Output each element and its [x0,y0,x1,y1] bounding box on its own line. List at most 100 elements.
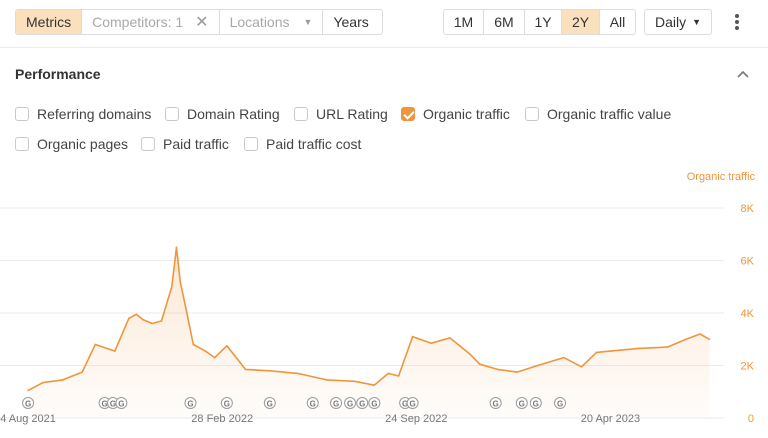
google-update-marker[interactable]: G [515,397,528,409]
range-1y-button[interactable]: 1Y [525,10,562,34]
range-1m-button[interactable]: 1M [444,10,484,34]
marker-letter: G [110,400,116,409]
competitors-label: Competitors: 1 [92,14,184,30]
checkbox-paid-traffic-cost[interactable]: Paid traffic cost [244,135,361,153]
years-label: Years [333,14,369,30]
checkbox-box[interactable] [15,137,29,151]
data-point [449,337,451,339]
range-selector: 1M 6M 1Y 2Y All [443,9,636,35]
checkbox-box[interactable] [15,107,29,121]
marker-circle [368,397,381,409]
metrics-tab[interactable]: Metrics [16,10,83,34]
locations-label: Locations [229,14,290,30]
chevron-up-icon[interactable] [737,68,749,80]
data-point [185,306,187,309]
google-update-marker[interactable]: G [263,397,276,409]
google-update-marker[interactable]: G [220,397,233,409]
checkbox-box[interactable] [141,137,155,151]
data-point [373,384,376,386]
marker-letter: G [359,400,365,409]
data-point [563,356,565,359]
data-point [699,333,701,335]
data-point [297,372,299,375]
google-update-marker[interactable]: G [306,397,319,409]
google-update-marker[interactable]: G [406,397,419,409]
range-6m-button[interactable]: 6M [484,10,525,34]
marker-letter: G [519,400,525,409]
marker-letter: G [224,400,230,409]
data-point [269,369,271,372]
checkbox-organic-traffic-value[interactable]: Organic traffic value [525,105,671,123]
data-point [595,351,598,354]
data-point [387,372,390,375]
marker-circle [330,397,343,409]
marker-letter: G [310,400,316,409]
marker-circle [344,397,357,409]
checkbox-label: Organic pages [37,136,129,152]
google-update-marker[interactable]: G [529,397,542,409]
caret-down-icon: ▼ [692,17,702,27]
data-point [61,379,64,381]
data-point [42,381,44,384]
google-update-marker[interactable]: G [344,397,357,409]
google-update-marker[interactable]: G [554,397,567,409]
checkbox-box-checked[interactable] [401,107,415,121]
marker-letter: G [533,400,539,409]
checkbox-box[interactable] [244,137,258,151]
data-point [516,371,518,373]
more-options-icon[interactable] [730,12,744,32]
checkbox-organic-pages[interactable]: Organic pages [15,135,128,153]
google-update-marker[interactable]: G [356,397,369,409]
range-2y-button[interactable]: 2Y [562,10,600,34]
marker-circle [529,397,542,409]
data-point [151,322,153,325]
google-update-marker[interactable]: G [368,397,381,409]
checkbox-url-rating[interactable]: URL Rating [294,105,388,123]
marker-letter: G [333,400,339,409]
checkbox-box[interactable] [165,107,179,121]
google-update-marker[interactable]: G [330,397,343,409]
metrics-label: Metrics [26,14,72,30]
data-point [204,350,207,352]
checkbox-label: URL Rating [316,106,388,122]
marker-circle [263,397,276,409]
data-point [128,317,130,320]
marker-circle [489,397,502,409]
data-point [479,363,481,365]
checkbox-organic-traffic[interactable]: Organic traffic [401,105,510,123]
data-point [244,368,247,371]
locations-dropdown[interactable]: Locations ▼ [220,10,324,34]
checkbox-box[interactable] [294,107,308,121]
google-update-marker[interactable]: G [489,397,502,409]
range-all-button[interactable]: All [600,10,635,34]
data-point [325,379,328,381]
checkbox-domain-rating[interactable]: Domain Rating [165,105,280,123]
interval-dropdown[interactable]: Daily ▼ [644,9,712,35]
data-point [81,371,83,373]
google-update-marker[interactable]: G [184,397,197,409]
competitors-filter[interactable]: Competitors: 1 ✕ [82,10,220,34]
checkbox-referring-domains[interactable]: Referring domains [15,105,151,123]
data-point [685,338,687,341]
close-icon[interactable]: ✕ [195,14,209,31]
checkbox-label: Referring domains [37,106,152,122]
range-label: 2Y [571,14,590,30]
caret-down-icon: ▼ [303,17,313,27]
google-update-marker[interactable]: G [115,397,128,409]
checkbox-label: Paid traffic [163,136,229,152]
google-update-marker[interactable]: G [22,397,35,409]
interval-label: Daily [655,14,687,30]
marker-letter: G [101,400,107,409]
marker-circle [22,397,35,409]
checkbox-box[interactable] [525,107,539,121]
years-button[interactable]: Years [323,10,378,34]
marker-circle [554,397,567,409]
x-tick-label: 20 Apr 2023 [581,413,640,425]
marker-circle [306,397,319,409]
section-title: Performance [15,66,101,82]
checkbox-label: Organic traffic [423,106,510,122]
filter-bar: Metrics Competitors: 1 ✕ Locations ▼ Yea… [15,9,383,35]
checkbox-paid-traffic[interactable]: Paid traffic [141,135,229,153]
